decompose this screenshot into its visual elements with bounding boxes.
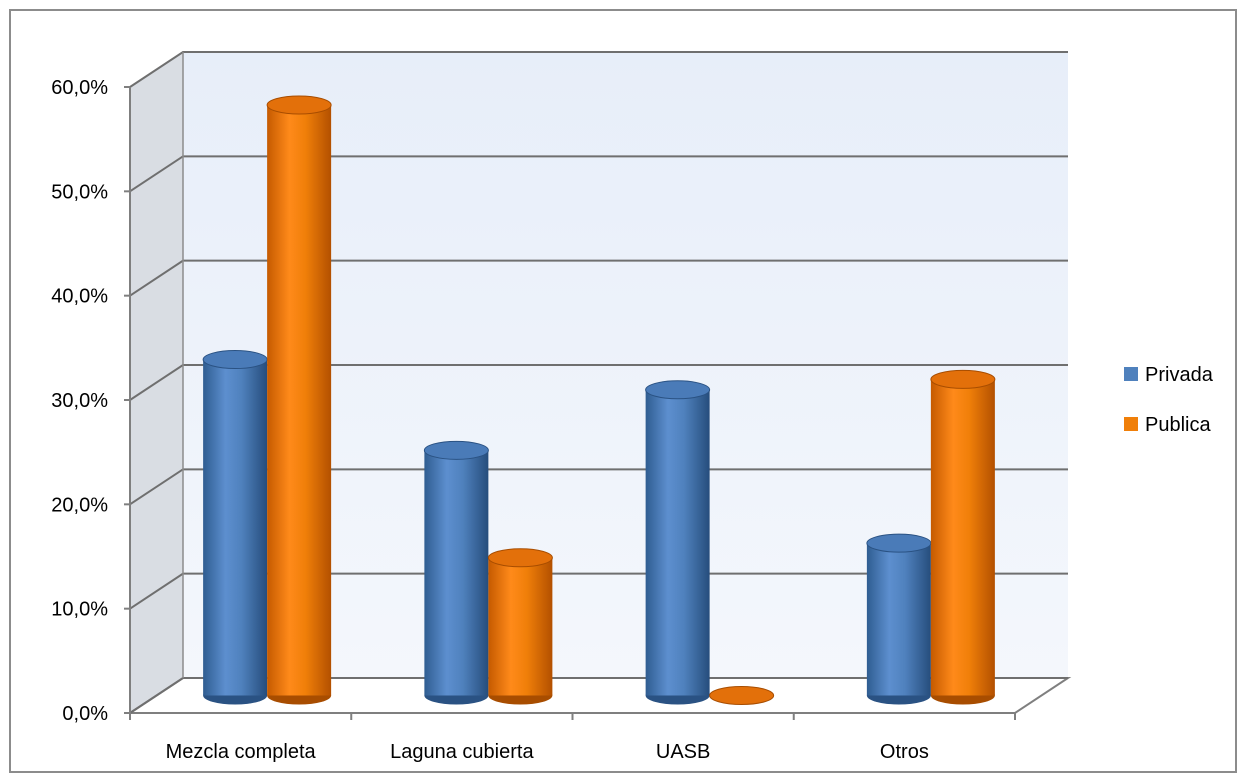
bar-top [866,533,932,553]
legend-label-publica: Publica [1145,414,1211,436]
bar-body [424,450,489,696]
y-tick-label: 50,0% [51,181,108,203]
bar-top [423,440,489,460]
bar-top [202,350,268,370]
y-tick-label: 40,0% [51,286,108,308]
y-tick-label: 10,0% [51,599,108,621]
bar-body [645,389,710,696]
axes [124,86,1016,720]
legend: Privada Publica [1124,364,1214,436]
legend-swatch-privada [1124,367,1138,381]
bar-top [709,686,775,705]
y-tick-label: 60,0% [51,77,108,99]
x-tick-label: Otros [880,741,929,763]
bar-privada-3 [866,533,932,705]
legend-swatch-publica [1124,417,1138,431]
bar-body [488,557,553,696]
bars [202,95,996,705]
gridlines [129,51,1068,714]
x-tick-label: Laguna cubierta [390,741,534,763]
bar-body [866,543,931,696]
y-tick-label: 30,0% [51,390,108,412]
bar-top [266,95,332,115]
bar-publica-2 [709,686,775,705]
bar-publica-3 [930,369,996,705]
x-tick-label: Mezcla completa [166,741,317,763]
bar-top [645,380,711,400]
axis-labels: 0,0% 10,0% 20,0% 30,0% 40,0% 50,0% 60,0% Mezcla… [51,77,929,763]
bar-privada-0 [202,350,268,705]
bar-top [930,369,996,389]
bar-privada-1 [423,440,489,705]
x-tick-label: UASB [656,741,710,763]
y-tick-label: 0,0% [62,703,108,725]
bar-top [487,548,553,568]
y-tick-label: 20,0% [51,494,108,516]
bar-publica-1 [487,548,553,705]
bar-body [267,104,332,696]
bar-privada-2 [645,380,711,705]
legend-label-privada: Privada [1145,364,1214,386]
bar-body [930,379,995,696]
bar-body [203,359,268,696]
bar-publica-0 [266,95,332,705]
